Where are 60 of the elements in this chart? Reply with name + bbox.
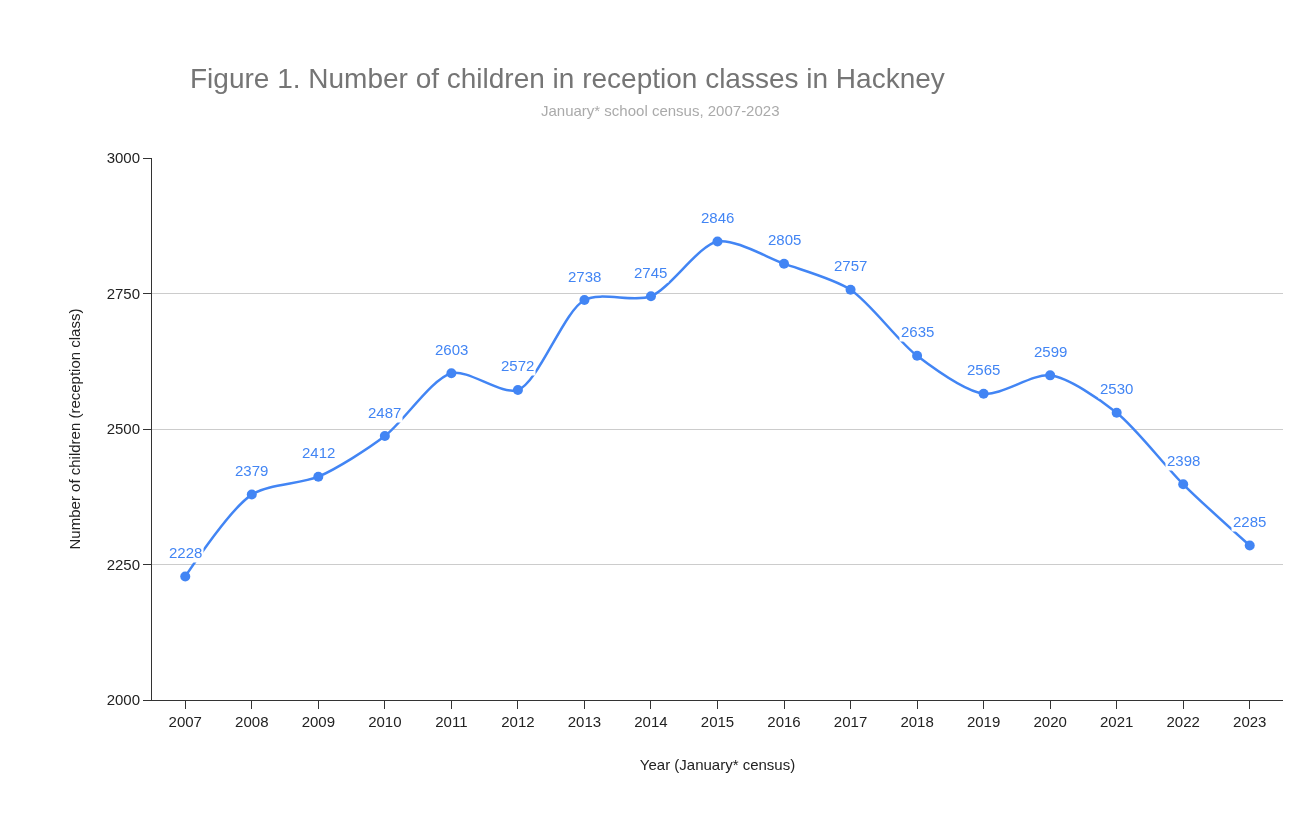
x-tick-label: 2011 xyxy=(435,713,468,730)
data-label: 2846 xyxy=(701,209,735,226)
y-tick-label: 2750 xyxy=(106,284,140,302)
point xyxy=(379,431,390,442)
point xyxy=(1045,370,1056,381)
y-tick-label: 3000 xyxy=(106,149,140,167)
data-label: 2603 xyxy=(435,341,469,358)
point xyxy=(779,258,790,269)
point xyxy=(180,571,191,582)
x-tick-label: 2016 xyxy=(767,713,801,730)
data-label: 2572 xyxy=(501,357,535,374)
x-tick-label: 2023 xyxy=(1233,713,1267,730)
point xyxy=(978,388,989,399)
data-label: 2228 xyxy=(169,544,203,561)
data-label: 2412 xyxy=(302,444,336,461)
x-tick-label: 2017 xyxy=(833,713,868,730)
point xyxy=(1244,540,1255,551)
x-axis-title: Year (January* census) xyxy=(639,756,796,773)
x-tick-label: 2019 xyxy=(966,713,1001,730)
x-tick-label: 2009 xyxy=(301,713,336,730)
x-tick-label: 2018 xyxy=(900,713,934,730)
x-tick-label: 2007 xyxy=(168,713,202,730)
data-label: 2379 xyxy=(235,462,269,479)
data-label: 2757 xyxy=(834,257,868,274)
x-tick-label: 2020 xyxy=(1033,713,1067,730)
y-tick-label: 2000 xyxy=(106,691,140,709)
x-tick-label: 2022 xyxy=(1166,713,1200,730)
point xyxy=(912,350,923,361)
point xyxy=(512,384,523,395)
data-label: 2565 xyxy=(967,361,1001,378)
point xyxy=(712,236,723,247)
x-tick-label: 2012 xyxy=(501,713,535,730)
point xyxy=(645,291,656,302)
data-label: 2738 xyxy=(568,268,602,285)
x-tick-label: 2021 xyxy=(1099,713,1134,730)
point xyxy=(246,489,257,500)
x-tick-label: 2015 xyxy=(700,713,735,730)
data-label: 2285 xyxy=(1233,513,1267,530)
data-label: 2745 xyxy=(634,264,668,281)
point xyxy=(313,471,324,482)
y-tick-label: 2500 xyxy=(106,420,140,438)
y-axis-title: Number of children (reception class) xyxy=(65,308,83,550)
data-label: 2487 xyxy=(368,404,402,421)
x-tick-label: 2013 xyxy=(567,713,602,730)
point xyxy=(1111,407,1122,418)
data-label: 2530 xyxy=(1100,380,1134,397)
data-label: 2635 xyxy=(901,323,935,340)
point xyxy=(1178,479,1189,490)
x-tick-label: 2008 xyxy=(235,713,269,730)
point xyxy=(579,295,590,305)
chart-title: Figure 1. Number of children in reception classes in Hackney xyxy=(190,62,945,94)
data-label: 2398 xyxy=(1167,452,1201,469)
data-label: 2805 xyxy=(768,231,802,248)
point xyxy=(845,284,856,295)
chart-subtitle: January* school census, 2007-2023 xyxy=(541,102,780,119)
x-tick-label: 2014 xyxy=(634,713,668,730)
y-tick-label: 2250 xyxy=(106,555,140,573)
x-tick-label: 2010 xyxy=(368,713,402,730)
data-label: 2599 xyxy=(1034,343,1068,360)
point xyxy=(446,368,457,379)
